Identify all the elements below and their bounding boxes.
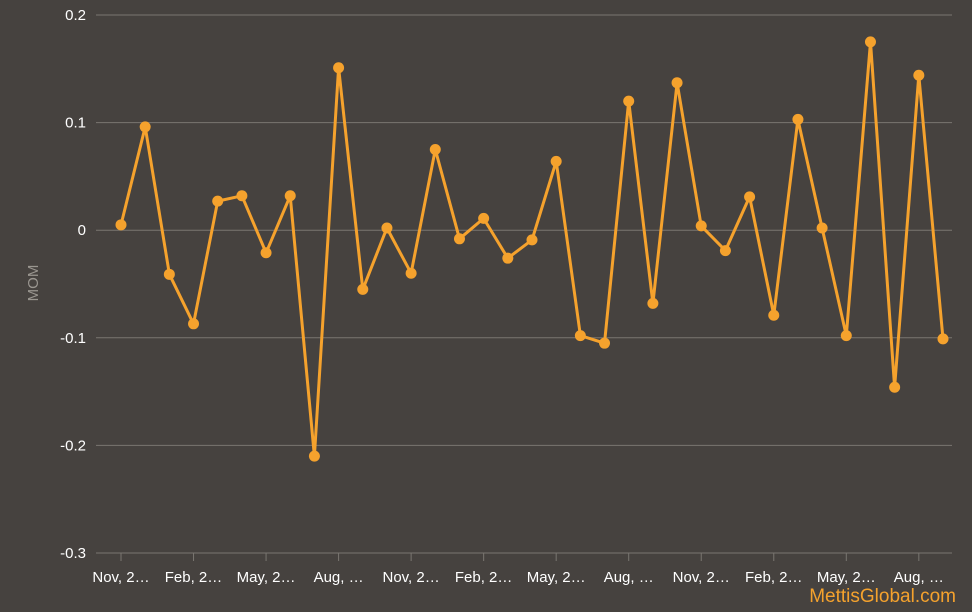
x-tick-label: Aug, …: [314, 569, 364, 586]
x-tick-label: Aug, …: [894, 569, 944, 586]
data-point: [236, 190, 248, 202]
data-point: [889, 381, 901, 393]
x-tick-label: Feb, 2…: [165, 569, 223, 586]
data-point: [695, 220, 707, 232]
data-point: [574, 330, 586, 342]
data-point: [260, 247, 272, 259]
x-axis-ticks: Nov, 2… Feb, 2… May, 2… Aug, … Nov, 2… Feb, 2…: [92, 553, 944, 586]
data-point: [188, 318, 200, 330]
data-point: [768, 309, 780, 321]
data-point: [792, 113, 804, 125]
data-point: [937, 333, 949, 345]
y-tick-label: 0.2: [65, 7, 86, 24]
data-point: [864, 36, 876, 48]
data-point: [599, 337, 611, 349]
data-point: [308, 450, 320, 462]
data-point: [333, 62, 345, 74]
data-point: [357, 283, 369, 295]
x-tick-label: May, 2…: [527, 569, 586, 586]
data-point: [744, 191, 756, 203]
data-point: [647, 297, 659, 309]
data-point: [429, 144, 441, 155]
data-point: [284, 190, 296, 202]
y-tick-label: -0.2: [60, 437, 86, 454]
x-tick-label: Nov, 2…: [673, 569, 730, 586]
data-point: [163, 268, 175, 280]
x-tick-label: May, 2…: [817, 569, 876, 586]
x-tick-label: Feb, 2…: [745, 569, 803, 586]
gridlines: [96, 14, 952, 554]
y-axis-title: MOM: [25, 265, 42, 302]
data-point: [115, 219, 127, 231]
data-point: [405, 267, 417, 279]
data-point: [526, 234, 538, 246]
data-point: [719, 245, 731, 257]
data-point: [623, 95, 635, 107]
series-mom: [115, 36, 949, 462]
data-point: [453, 233, 465, 245]
x-tick-label: Feb, 2…: [455, 569, 513, 586]
data-point: [671, 77, 683, 89]
data-point: [816, 222, 828, 234]
x-tick-label: Aug, …: [604, 569, 654, 586]
data-point: [502, 252, 514, 264]
x-tick-label: Nov, 2…: [92, 569, 149, 586]
data-point: [478, 212, 490, 224]
watermark: MettisGlobal.com: [809, 586, 956, 607]
data-point: [381, 222, 393, 234]
data-point: [550, 155, 562, 167]
data-point: [840, 330, 852, 342]
y-tick-label: 0.1: [65, 115, 86, 132]
y-axis-ticks: 0.2 0.1 0 -0.1 -0.2 -0.3: [60, 7, 86, 562]
y-tick-label: 0: [78, 222, 86, 239]
series-line: [119, 40, 945, 458]
data-point: [212, 195, 224, 207]
y-tick-label: -0.1: [60, 330, 86, 347]
x-tick-label: Nov, 2…: [382, 569, 439, 586]
y-tick-label: -0.3: [60, 545, 86, 562]
data-point: [913, 69, 925, 81]
data-point: [139, 121, 151, 133]
x-tick-label: May, 2…: [237, 569, 296, 586]
